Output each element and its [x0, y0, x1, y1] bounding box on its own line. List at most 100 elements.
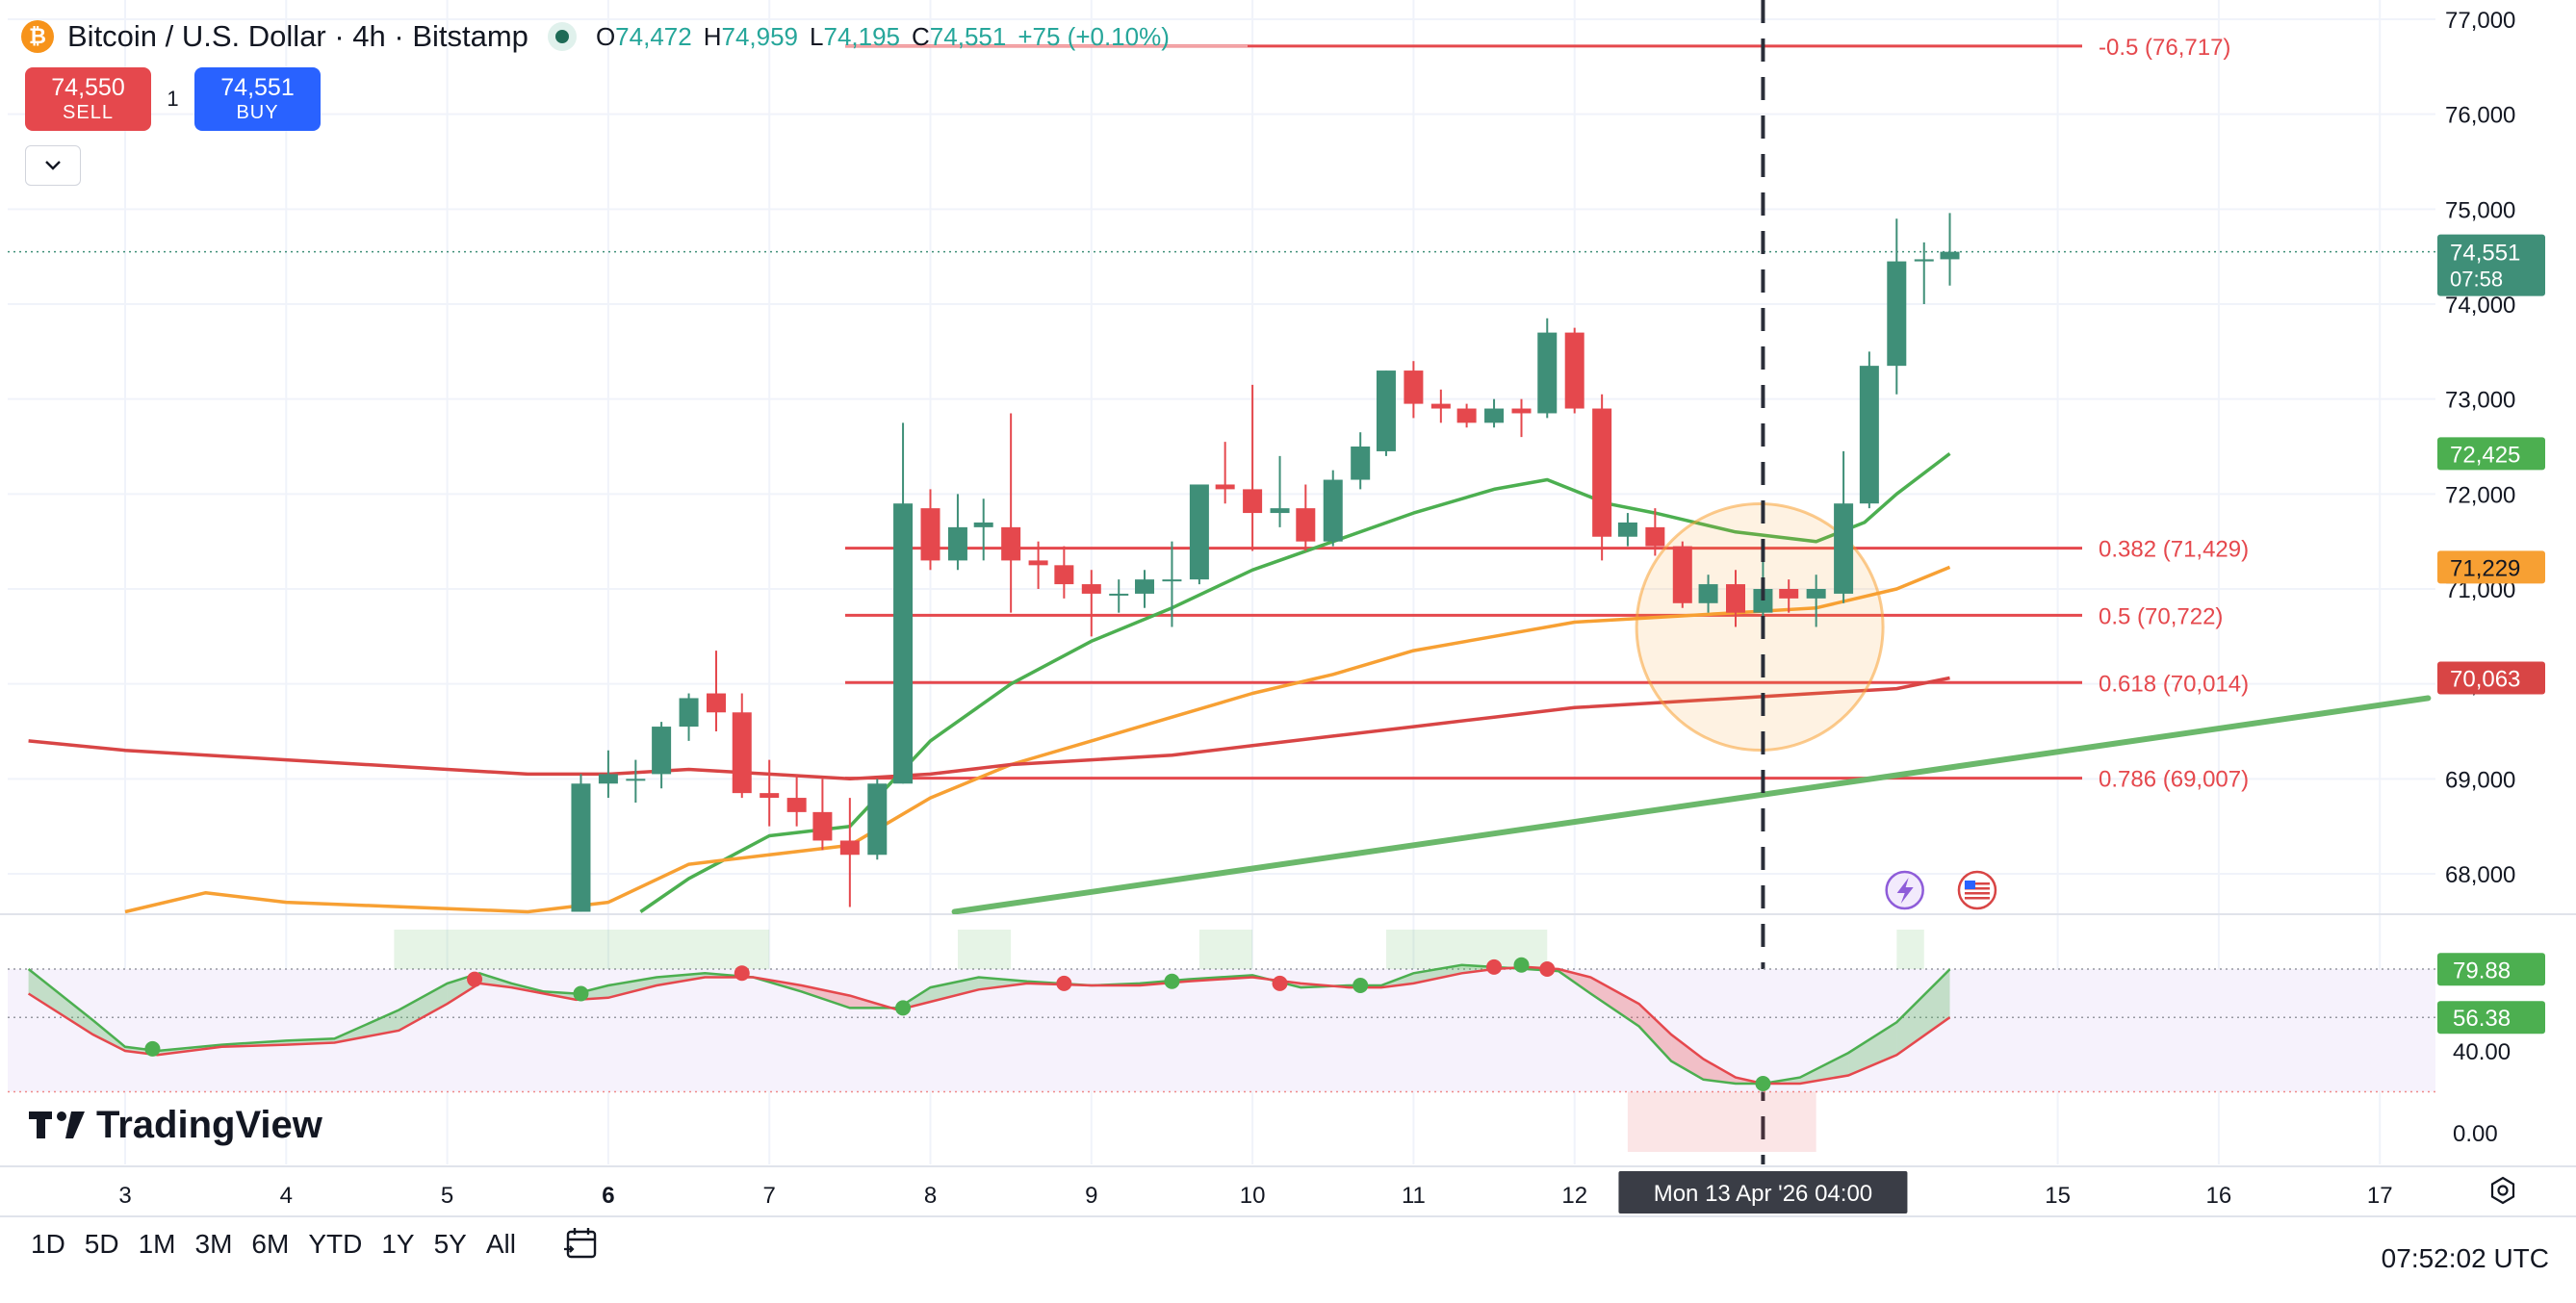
- oscillator-cloud: [978, 977, 1027, 990]
- low-value: 74,195: [823, 21, 901, 51]
- time-tick-label: 16: [2206, 1183, 2232, 1209]
- candle-body: [652, 727, 672, 775]
- sell-button[interactable]: 74,550 SELL: [25, 67, 151, 131]
- us-flag-canton: [1964, 881, 1975, 889]
- candle-body: [1672, 546, 1692, 603]
- us-flag-circle: [1957, 870, 1997, 910]
- bullish-candle: [679, 693, 699, 741]
- time-tick-label: 10: [1240, 1183, 1266, 1209]
- candle-body: [920, 508, 940, 561]
- candle-body: [1617, 522, 1637, 537]
- oscillator-cross-dot: [1539, 961, 1556, 977]
- lightning-icon[interactable]: [1885, 870, 1924, 910]
- overbought-zone: [957, 930, 1012, 969]
- fib-level-label: -0.5 (76,717): [2099, 35, 2230, 61]
- ema-fast-badge: 72,425: [2437, 437, 2545, 471]
- timeframe-1m[interactable]: 1M: [138, 1229, 176, 1259]
- bitcoin-icon: ₿: [21, 20, 54, 53]
- price-tick-label: 77,000: [2445, 8, 2515, 34]
- timeframe-1d[interactable]: 1D: [31, 1229, 65, 1259]
- timeframe-5d[interactable]: 5D: [84, 1229, 119, 1259]
- oscillator-cloud: [801, 985, 850, 1009]
- oscillator-cloud: [1896, 969, 1950, 1056]
- bullish-candle: [1806, 575, 1826, 627]
- candle-body: [1430, 403, 1451, 409]
- candle-body: [1081, 584, 1101, 594]
- event-icons[interactable]: [1885, 870, 1997, 910]
- gear-icon[interactable]: [2488, 1176, 2517, 1210]
- ema-fast-badge-bg: [2437, 437, 2545, 471]
- timeframe-1y[interactable]: 1Y: [381, 1229, 415, 1259]
- oscillator-cloud: [607, 977, 657, 998]
- oscillator-cross-dot: [573, 985, 589, 1002]
- candle-body: [1135, 579, 1155, 594]
- timeframe-all[interactable]: All: [485, 1229, 516, 1259]
- candle-body: [1456, 408, 1477, 423]
- candle-body: [706, 693, 726, 713]
- bearish-candle: [1511, 398, 1532, 438]
- us-flag-stripe: [1964, 897, 1990, 900]
- symbol-title[interactable]: Bitcoin / U.S. Dollar · 4h · Bitstamp: [67, 19, 528, 53]
- oscillator-cross-dot: [1056, 975, 1072, 991]
- candle-body: [1537, 332, 1558, 414]
- bullish-candle: [1484, 398, 1505, 428]
- overbought-zone: [447, 930, 608, 969]
- candle-body: [1189, 484, 1209, 580]
- candle-body: [1351, 447, 1371, 480]
- ema-slow-badge-label: 70,063: [2450, 666, 2520, 692]
- tradingview-logo[interactable]: TradingView: [29, 1104, 322, 1147]
- bearish-candle: [1243, 384, 1263, 551]
- bearish-candle: [1779, 579, 1799, 613]
- fib-level-label: 0.5 (70,722): [2099, 603, 2223, 629]
- candle-body: [1914, 259, 1934, 262]
- market-status-icon[interactable]: [547, 22, 577, 51]
- oscillator-cloud: [1590, 977, 1639, 1027]
- utc-clock[interactable]: 07:52:02 UTC: [2381, 1243, 2549, 1273]
- symbol-header: ₿ Bitcoin / U.S. Dollar · 4h · Bitstamp …: [21, 17, 1170, 56]
- trend-line: [951, 695, 2432, 914]
- time-tick-label: 11: [1402, 1183, 1426, 1209]
- time-tick-label: 17: [2367, 1183, 2393, 1209]
- candle-body: [1270, 508, 1290, 514]
- price-tick-label: 74,000: [2445, 293, 2515, 319]
- timeframe-3m[interactable]: 3M: [194, 1229, 233, 1259]
- candle-body: [1645, 526, 1665, 547]
- buy-button[interactable]: 74,551 BUY: [194, 67, 321, 131]
- oscillator-axis: 0.00 40.00 79.88 56.38: [2437, 953, 2545, 1147]
- bullish-candle: [867, 779, 888, 860]
- timeframe-ytd[interactable]: YTD: [308, 1229, 363, 1259]
- timeframe-6m[interactable]: 6M: [251, 1229, 290, 1259]
- oscillator-pane: [8, 930, 2435, 1152]
- us-flag-icon[interactable]: [1957, 870, 1997, 910]
- candle-body: [1698, 584, 1718, 603]
- candle-body: [1940, 251, 1960, 260]
- overbought-zone: [394, 930, 448, 969]
- oscillator-cloud: [28, 969, 93, 1035]
- fibonacci-levels: -0.5 (76,717) 0.382 (71,429) 0.5 (70,722) 0…: [845, 35, 2249, 793]
- bearish-candle: [1645, 508, 1665, 556]
- oscillator-cross-dot: [734, 965, 750, 982]
- oscillator-cloud: [1799, 1053, 1849, 1084]
- candle-body: [1726, 584, 1745, 613]
- bullish-candle: [1940, 213, 1960, 286]
- time-tick-label: 12: [1561, 1183, 1587, 1209]
- last-price-label: 74,551: [2450, 241, 2520, 267]
- oscillator-value-badge-bg: [2437, 953, 2545, 986]
- candle-body: [1859, 366, 1879, 504]
- timeframe-5y[interactable]: 5Y: [433, 1229, 467, 1259]
- bullish-candle: [571, 774, 591, 912]
- price-tick-label: 76,000: [2445, 103, 2515, 129]
- candle-body: [1109, 593, 1129, 596]
- bullish-candle: [1270, 455, 1290, 527]
- candle-body: [598, 774, 618, 784]
- fib-level-label: 0.382 (71,429): [2099, 537, 2249, 563]
- bearish-candle: [1726, 570, 1745, 627]
- collapse-button[interactable]: [25, 145, 81, 186]
- oscillator-cloud: [1671, 1035, 1704, 1080]
- time-tick-label: 7: [763, 1183, 776, 1209]
- bullish-candle: [1537, 318, 1558, 419]
- candle-body: [1243, 489, 1263, 514]
- calendar-range-icon[interactable]: [553, 1222, 610, 1266]
- bearish-candle: [1456, 403, 1477, 428]
